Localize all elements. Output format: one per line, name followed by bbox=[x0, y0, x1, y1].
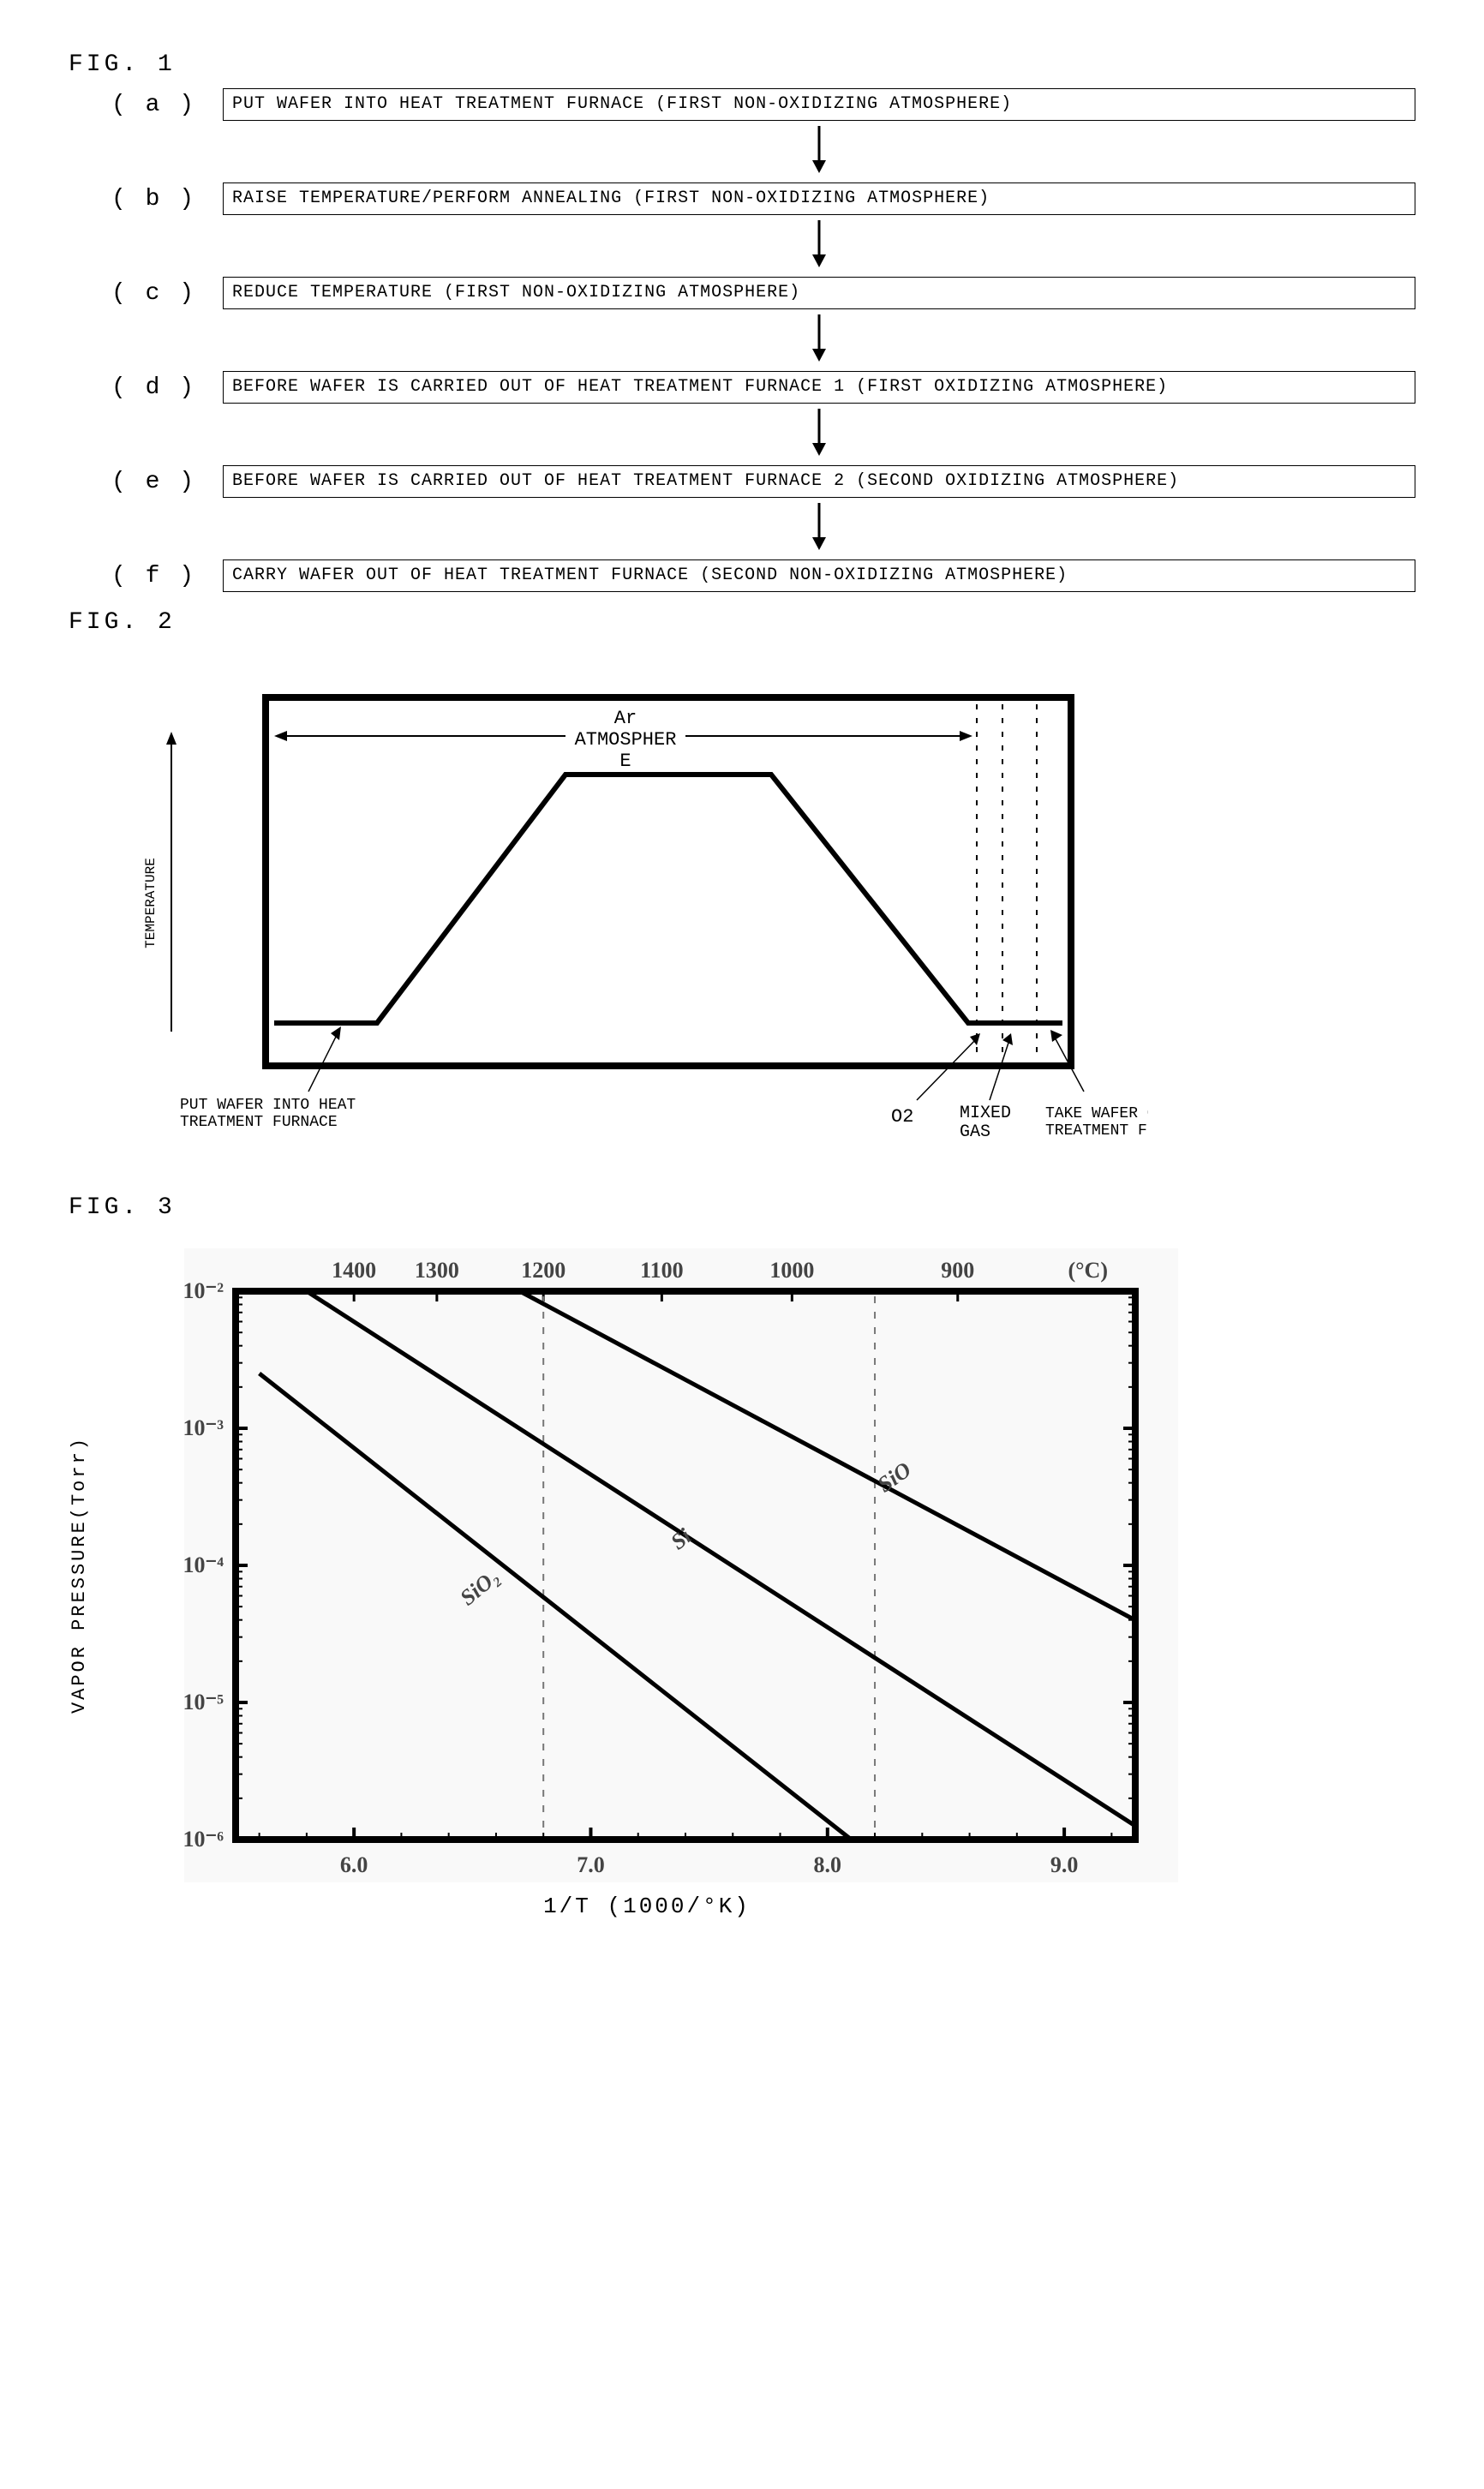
step-id: ( e ) bbox=[111, 469, 223, 495]
fig1-flowchart: ( a )PUT WAFER INTO HEAT TREATMENT FURNA… bbox=[111, 88, 1415, 592]
svg-text:8.0: 8.0 bbox=[814, 1852, 842, 1877]
svg-text:900: 900 bbox=[941, 1258, 974, 1283]
svg-text:TREATMENT FURNACE: TREATMENT FURNACE bbox=[180, 1114, 338, 1131]
svg-text:1200: 1200 bbox=[521, 1258, 565, 1283]
flow-step: ( d )BEFORE WAFER IS CARRIED OUT OF HEAT… bbox=[111, 371, 1415, 404]
step-id: ( a ) bbox=[111, 92, 223, 118]
svg-text:1300: 1300 bbox=[415, 1258, 459, 1283]
flow-arrow bbox=[111, 126, 1415, 177]
step-id: ( f ) bbox=[111, 563, 223, 589]
svg-text:1400: 1400 bbox=[332, 1258, 376, 1283]
fig3-label: FIG. 3 bbox=[69, 1194, 1415, 1221]
svg-text:E: E bbox=[619, 751, 631, 772]
step-box: BEFORE WAFER IS CARRIED OUT OF HEAT TREA… bbox=[223, 371, 1415, 404]
flow-step: ( b )RAISE TEMPERATURE/PERFORM ANNEALING… bbox=[111, 182, 1415, 215]
svg-text:10⁻⁴: 10⁻⁴ bbox=[183, 1553, 224, 1577]
svg-text:10⁻⁵: 10⁻⁵ bbox=[183, 1690, 224, 1714]
svg-text:Ar: Ar bbox=[614, 708, 637, 729]
step-id: ( d ) bbox=[111, 374, 223, 401]
flow-step: ( e )BEFORE WAFER IS CARRIED OUT OF HEAT… bbox=[111, 465, 1415, 498]
flow-step: ( f )CARRY WAFER OUT OF HEAT TREATMENT F… bbox=[111, 559, 1415, 592]
svg-text:7.0: 7.0 bbox=[577, 1852, 605, 1877]
svg-text:1000: 1000 bbox=[769, 1258, 814, 1283]
fig2-label: FIG. 2 bbox=[69, 609, 1415, 636]
svg-text:(°C): (°C) bbox=[1068, 1258, 1108, 1283]
fig3-xlabel: 1/T (1000/°K) bbox=[99, 1894, 1195, 1919]
fig3-ylabel: VAPOR PRESSURE(Torr) bbox=[69, 1436, 90, 1714]
fig1-label: FIG. 1 bbox=[69, 51, 1415, 78]
svg-text:MIXED: MIXED bbox=[960, 1104, 1011, 1123]
step-id: ( b ) bbox=[111, 186, 223, 212]
svg-text:10⁻²: 10⁻² bbox=[183, 1278, 224, 1303]
svg-text:9.0: 9.0 bbox=[1050, 1852, 1079, 1877]
svg-text:6.0: 6.0 bbox=[340, 1852, 368, 1877]
step-box: PUT WAFER INTO HEAT TREATMENT FURNACE (F… bbox=[223, 88, 1415, 121]
step-box: REDUCE TEMPERATURE (FIRST NON-OXIDIZING … bbox=[223, 277, 1415, 309]
flow-arrow bbox=[111, 503, 1415, 554]
flow-arrow bbox=[111, 409, 1415, 460]
svg-text:PUT WAFER INTO HEAT: PUT WAFER INTO HEAT bbox=[180, 1097, 356, 1114]
svg-text:10⁻³: 10⁻³ bbox=[183, 1415, 224, 1440]
step-box: BEFORE WAFER IS CARRIED OUT OF HEAT TREA… bbox=[223, 465, 1415, 498]
flow-step: ( a )PUT WAFER INTO HEAT TREATMENT FURNA… bbox=[111, 88, 1415, 121]
step-box: CARRY WAFER OUT OF HEAT TREATMENT FURNAC… bbox=[223, 559, 1415, 592]
flow-arrow bbox=[111, 220, 1415, 272]
step-id: ( c ) bbox=[111, 280, 223, 307]
svg-text:TREATMENT FURNACE: TREATMENT FURNACE bbox=[1045, 1122, 1148, 1140]
step-box: RAISE TEMPERATURE/PERFORM ANNEALING (FIR… bbox=[223, 182, 1415, 215]
svg-text:TEMPERATURE: TEMPERATURE bbox=[143, 858, 159, 948]
flow-step: ( c )REDUCE TEMPERATURE (FIRST NON-OXIDI… bbox=[111, 277, 1415, 309]
svg-text:1100: 1100 bbox=[640, 1258, 684, 1283]
svg-text:TAKE WAFER OUT OF HEAT: TAKE WAFER OUT OF HEAT bbox=[1045, 1105, 1148, 1122]
fig3-chart: VAPOR PRESSURE(Torr) 1400 1300 1200 1100 100… bbox=[69, 1231, 1415, 1919]
svg-text:O2: O2 bbox=[891, 1106, 913, 1128]
svg-text:ATMOSPHER: ATMOSPHER bbox=[575, 729, 677, 751]
flow-arrow bbox=[111, 314, 1415, 366]
fig2-chart: TEMPERATURE ArATMOSPHERE PUT WAFER INTO HE… bbox=[120, 646, 1415, 1177]
svg-text:10⁻⁶: 10⁻⁶ bbox=[183, 1827, 224, 1852]
svg-text:GAS: GAS bbox=[960, 1122, 990, 1142]
